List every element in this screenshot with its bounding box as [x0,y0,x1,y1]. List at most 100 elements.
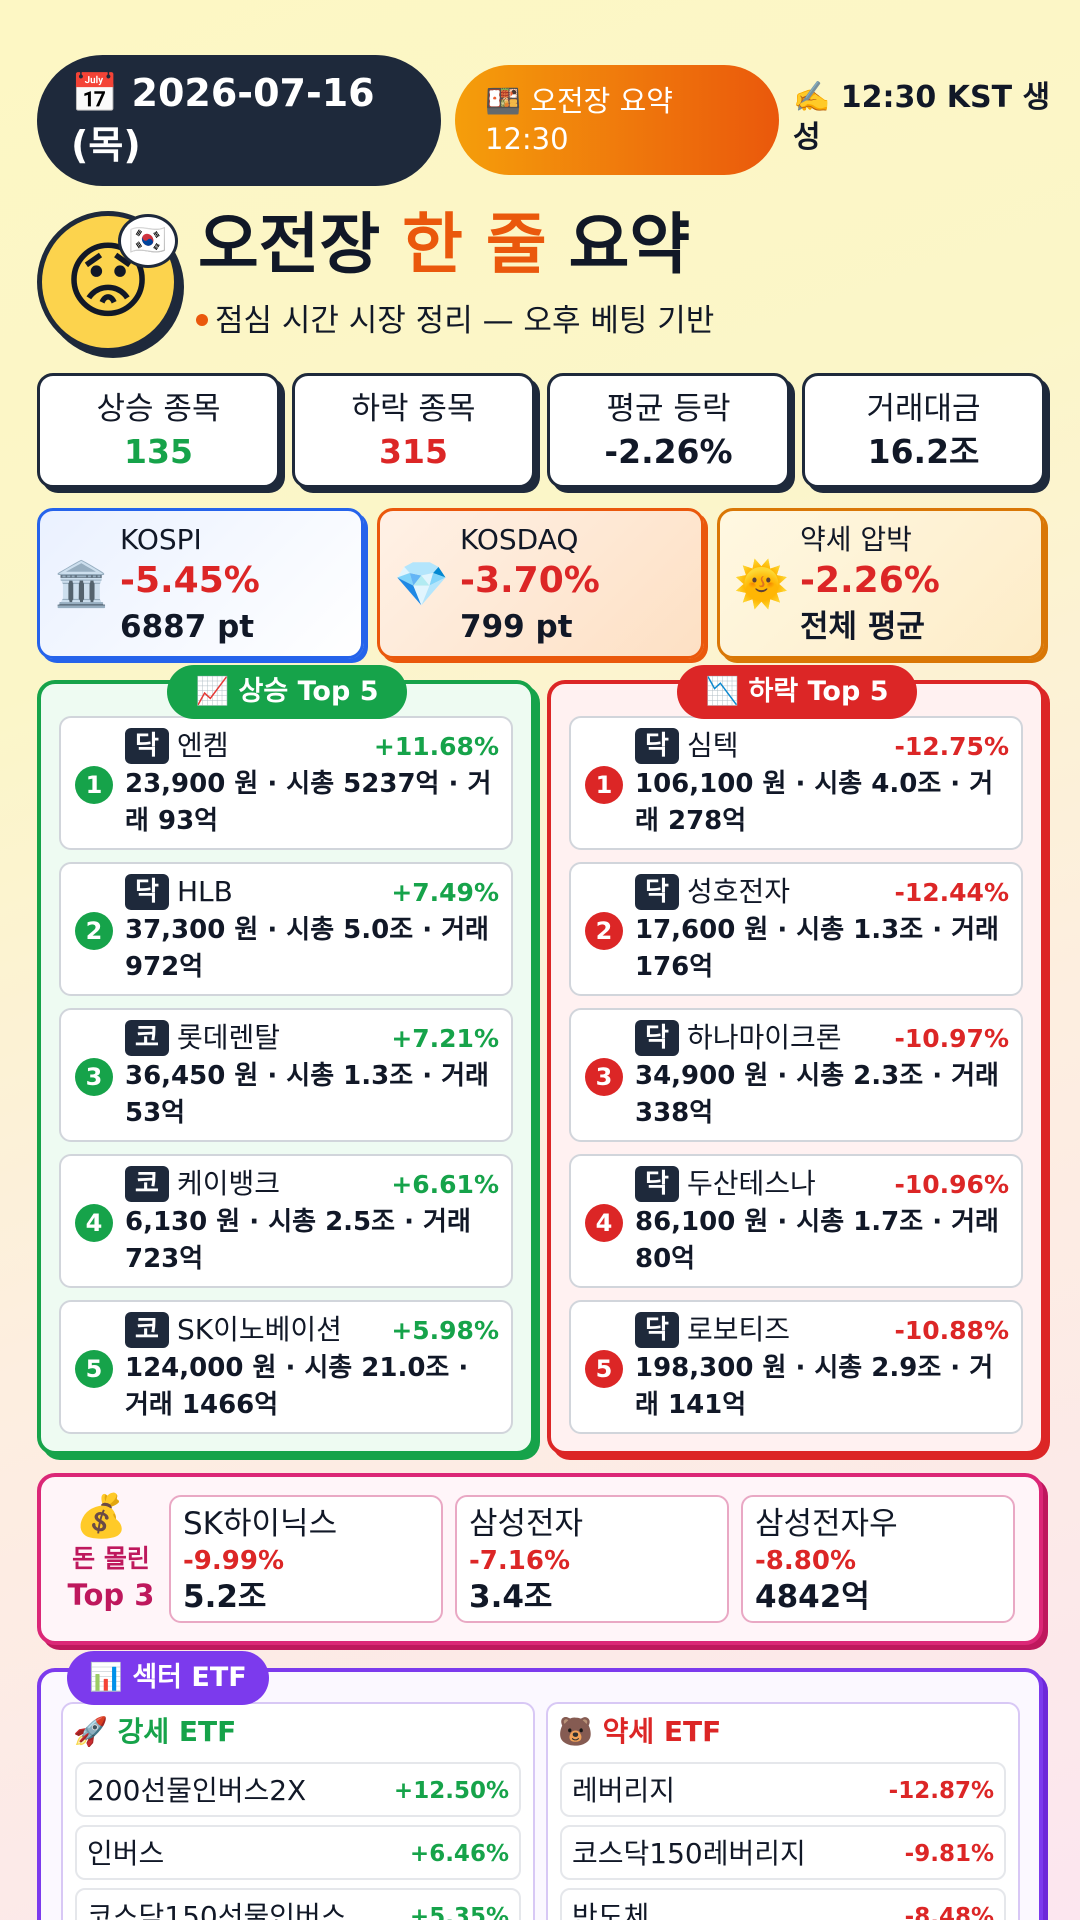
etf-change: -9.81% [904,1841,994,1867]
stock-name: HLB [177,875,233,908]
index-change: -2.26% [800,560,940,601]
market-badge: 닥 [635,1166,679,1202]
etf-change: -8.48% [904,1904,994,1920]
stock-change: -12.44% [894,878,1009,907]
title-highlight: 한 줄 [402,206,547,283]
stock-name: 하나마이크론 [687,1021,842,1054]
money-card: 삼성전자 -7.16% 3.4조 [455,1495,729,1623]
money-label: Top 3 [67,1578,155,1612]
losers-panel: 1 닥 심텍 -12.75% 106,100 원 · 시총 4.0조 · 거래 278억… [547,680,1045,1455]
stock-detail: 6,130 원 · 시총 2.5조 · 거래 723억 [125,1207,471,1274]
stock-item: 5 코 SK이노베이션 +5.98% 124,000 원 · 시총 21.0조 · 거래… [59,1300,513,1434]
market-badge: 닥 [125,874,169,910]
stock-detail: 34,900 원 · 시총 2.3조 · 거래 338억 [635,1061,999,1128]
stock-change: -10.96% [894,1170,1009,1199]
etf-panel: 🚀 강세 ETF 200선물인버스2X +12.50% 인버스 +6.46% 코스닥150… [37,1668,1043,1920]
stock-item: 2 닥 성호전자 -12.44% 17,600 원 · 시총 1.3조 · 거래 176… [569,862,1023,996]
stock-change: +5.98% [391,1316,499,1345]
date-pill: 📅 2026-07-16 (목) [37,55,441,186]
rank-badge: 4 [585,1204,623,1242]
index-level: 전체 평균 [800,609,925,645]
index-change: -3.70% [460,560,600,601]
rank-badge: 1 [75,766,113,804]
stock-name: 엔켐 [177,729,229,762]
market-badge: 닥 [635,874,679,910]
money-name: 삼성전자 [469,1506,584,1542]
flag-icon: 🇰🇷 [118,214,178,268]
money-change: -8.80% [755,1546,856,1576]
etf-name: 반도체 [572,1900,650,1920]
index-name: 약세 압박 [800,523,912,556]
market-badge: 닥 [635,1020,679,1056]
rank-badge: 5 [585,1350,623,1388]
index-name: KOSDAQ [460,523,579,556]
etf-name: 200선물인버스2X [87,1774,307,1807]
market-badge: 닥 [635,728,679,764]
subtitle-dot [196,314,208,326]
stat-label: 평균 등락 [606,391,731,427]
stock-change: +7.49% [391,878,499,907]
index-card: 💎 KOSDAQ -3.70% 799 pt [377,508,704,659]
etf-row: 레버리지 -12.87% [560,1762,1006,1817]
stock-item: 4 닥 두산테스나 -10.96% 86,100 원 · 시총 1.7조 · 거래 80… [569,1154,1023,1288]
stock-detail: 124,000 원 · 시총 21.0조 · 거래 1466억 [125,1353,469,1420]
market-badge: 닥 [635,1312,679,1348]
stock-change: -10.97% [894,1024,1009,1053]
stock-name: 심텍 [687,729,739,762]
stock-detail: 17,600 원 · 시총 1.3조 · 거래 176억 [635,915,999,982]
stat-card: 평균 등락 -2.26% [547,373,790,488]
market-badge: 코 [125,1020,169,1056]
etf-change: -12.87% [888,1778,994,1804]
money-card: SK하이닉스 -9.99% 5.2조 [169,1495,443,1623]
etf-name: 레버리지 [572,1774,676,1807]
stock-change: -10.88% [894,1316,1009,1345]
badge-text: 🍱 오전장 요약 12:30 [485,84,673,156]
stock-item: 2 닥 HLB +7.49% 37,300 원 · 시총 5.0조 · 거래 972억 [59,862,513,996]
stock-detail: 36,450 원 · 시총 1.3조 · 거래 53억 [125,1061,489,1128]
etf-column: 🚀 강세 ETF 200선물인버스2X +12.50% 인버스 +6.46% 코스닥150… [61,1702,535,1920]
stock-item: 1 닥 엔켐 +11.68% 23,900 원 · 시총 5237억 · 거래 93억 [59,716,513,850]
etf-heading: 🚀 강세 ETF [73,1715,237,1748]
stock-name: 성호전자 [687,875,791,908]
stat-card: 하락 종목 315 [292,373,535,488]
stock-item: 5 닥 로보티즈 -10.88% 198,300 원 · 시총 2.9조 · 거래 14… [569,1300,1023,1434]
index-level: 799 pt [460,609,573,645]
money-icon: 💰 [75,1491,128,1540]
stat-value: 315 [379,432,448,471]
stock-detail: 23,900 원 · 시총 5237억 · 거래 93억 [125,769,492,836]
stock-detail: 106,100 원 · 시총 4.0조 · 거래 278억 [635,769,994,836]
money-name: SK하이닉스 [183,1506,338,1542]
etf-row: 200선물인버스2X +12.50% [75,1762,521,1817]
etf-row: 코스닥150레버리지 -9.81% [560,1825,1006,1880]
money-amount: 3.4조 [469,1579,553,1615]
gainers-panel: 1 닥 엔켐 +11.68% 23,900 원 · 시총 5237억 · 거래 93억 2… [37,680,535,1455]
etf-name: 인버스 [87,1837,165,1870]
etf-change: +6.46% [409,1841,509,1867]
rank-badge: 3 [585,1058,623,1096]
stock-name: 롯데렌탈 [177,1021,281,1054]
etf-change: +5.35% [409,1904,509,1920]
date-text: 📅 2026-07-16 (목) [71,71,375,167]
etf-row: 반도체 -8.48% [560,1888,1006,1920]
rank-badge: 2 [75,912,113,950]
rank-badge: 4 [75,1204,113,1242]
stock-item: 4 코 케이뱅크 +6.61% 6,130 원 · 시총 2.5조 · 거래 723억 [59,1154,513,1288]
stat-value: 135 [124,432,193,471]
title-part: 요약 [568,206,691,283]
rank-badge: 3 [75,1058,113,1096]
stat-card: 상승 종목 135 [37,373,280,488]
rank-badge: 2 [585,912,623,950]
stock-change: +7.21% [391,1024,499,1053]
stock-name: 로보티즈 [687,1313,791,1346]
rank-badge: 5 [75,1350,113,1388]
index-name: KOSPI [120,523,202,556]
generated: ✍️ 12:30 KST 생성 [793,80,1051,155]
market-badge: 코 [125,1166,169,1202]
money-change: -7.16% [469,1546,570,1576]
stock-name: 케이뱅크 [177,1167,281,1200]
etf-column: 🐻 약세 ETF 레버리지 -12.87% 코스닥150레버리지 -9.81% 반도체 -8… [546,1702,1020,1920]
index-icon: 🏛️ [54,559,109,610]
index-icon: 🌞 [734,559,789,610]
market-badge: 닥 [125,728,169,764]
etf-row: 코스닥150선물인버스 +5.35% [75,1888,521,1920]
